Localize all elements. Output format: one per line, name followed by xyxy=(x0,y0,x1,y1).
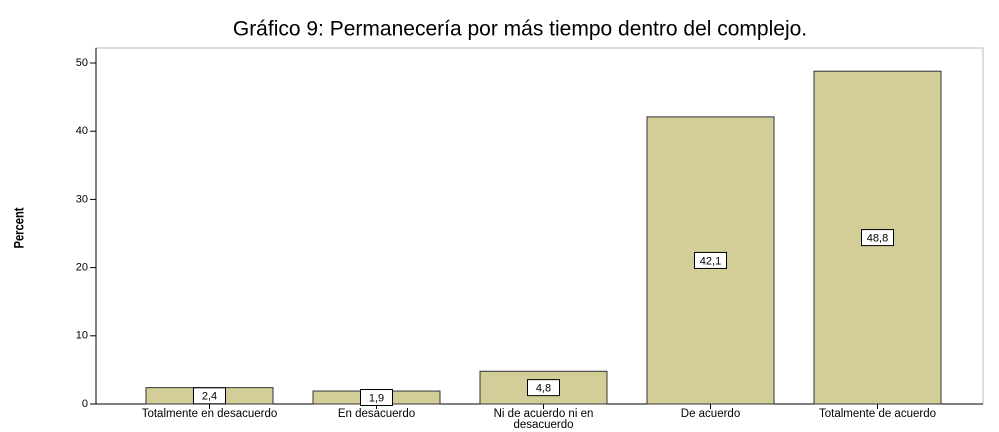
value-label: 1,9 xyxy=(369,392,384,404)
y-tick-label: 10 xyxy=(76,330,88,342)
value-label-box xyxy=(861,229,894,247)
value-label: 48,8 xyxy=(867,233,888,245)
chart-title: Gráfico 9: Permanecería por más tiempo d… xyxy=(233,18,807,41)
y-tick-label: 20 xyxy=(76,262,88,274)
value-label: 4,8 xyxy=(536,383,551,395)
x-tick-label: Ni de acuerdo ni en desacuerdo xyxy=(493,408,594,431)
y-tick-label: 0 xyxy=(82,398,88,410)
x-tick-label: Totalmente de acuerdo xyxy=(819,408,936,420)
value-label-box xyxy=(193,387,226,405)
value-label-box xyxy=(360,389,393,407)
value-label-box xyxy=(527,379,560,397)
x-tick-label: En desacuerdo xyxy=(337,408,416,420)
y-tick-label: 40 xyxy=(76,125,88,137)
y-axis-label: Percent xyxy=(12,207,27,249)
y-tick-label: 30 xyxy=(76,193,88,205)
x-tick-label: De acuerdo xyxy=(680,408,741,420)
x-tick-label: Totalmente en desacuerdo xyxy=(141,408,278,420)
value-label-box xyxy=(694,251,727,269)
value-label: 2,4 xyxy=(202,391,217,403)
y-tick-label: 50 xyxy=(76,57,88,69)
value-label: 42,1 xyxy=(700,255,721,267)
